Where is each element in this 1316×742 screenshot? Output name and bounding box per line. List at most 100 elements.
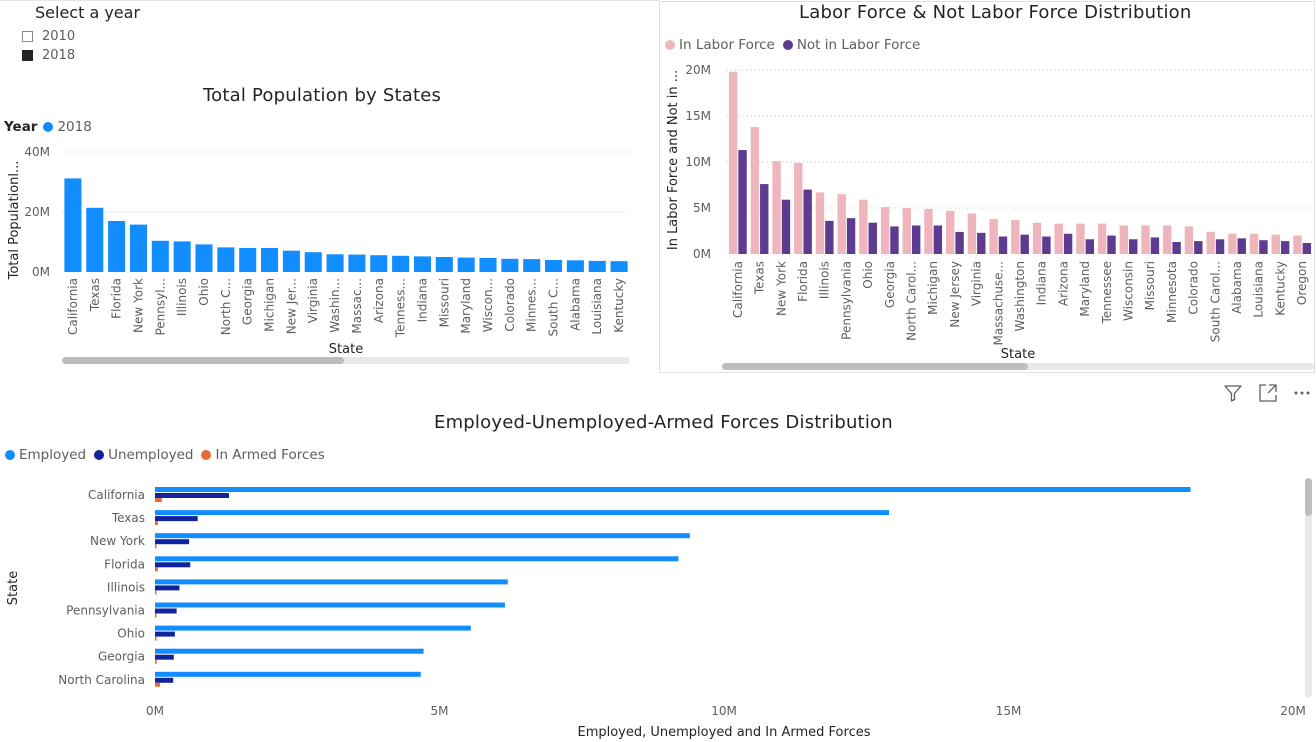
bar[interactable] <box>479 257 497 272</box>
checkbox-2010[interactable] <box>22 31 33 42</box>
bar[interactable] <box>239 248 257 272</box>
bar[interactable] <box>392 255 410 272</box>
bar[interactable] <box>610 261 628 272</box>
bar[interactable] <box>1063 233 1073 254</box>
bar[interactable] <box>155 654 174 660</box>
bar[interactable] <box>1032 222 1042 254</box>
bar[interactable] <box>1107 235 1116 254</box>
filter-icon[interactable] <box>1223 383 1243 403</box>
bar[interactable] <box>890 226 899 254</box>
bar[interactable] <box>129 224 147 272</box>
bar[interactable] <box>967 213 977 254</box>
bar[interactable] <box>998 236 1008 254</box>
bar[interactable] <box>86 207 104 272</box>
bar[interactable] <box>1129 239 1138 254</box>
bar[interactable] <box>155 510 890 516</box>
slicer-option-2010[interactable]: 2010 <box>22 29 75 44</box>
bar[interactable] <box>155 636 157 641</box>
bar[interactable] <box>1184 226 1194 254</box>
bar[interactable] <box>155 613 157 618</box>
bar[interactable] <box>282 250 300 272</box>
bar[interactable] <box>846 218 856 254</box>
bar[interactable] <box>1042 236 1051 254</box>
bar[interactable] <box>728 71 738 254</box>
bar[interactable] <box>1206 231 1215 254</box>
bar[interactable] <box>501 258 519 272</box>
bar[interactable] <box>924 208 933 254</box>
bar[interactable] <box>155 631 175 637</box>
bar[interactable] <box>348 254 366 272</box>
bar[interactable] <box>457 257 475 272</box>
bar[interactable] <box>1228 233 1237 254</box>
bar[interactable] <box>304 252 322 272</box>
bar[interactable] <box>911 225 921 254</box>
bar[interactable] <box>1150 237 1160 254</box>
more-options-icon[interactable] <box>1292 383 1312 403</box>
legend-item[interactable]: Employed <box>5 447 86 463</box>
bar[interactable] <box>155 493 229 498</box>
bar[interactable] <box>989 219 998 254</box>
bar[interactable] <box>155 671 421 677</box>
bar[interactable] <box>435 257 453 272</box>
bar[interactable] <box>1097 223 1107 254</box>
legend-item[interactable]: Unemployed <box>94 447 193 463</box>
bar[interactable] <box>1141 225 1150 254</box>
bar[interactable] <box>1215 239 1225 254</box>
bar[interactable] <box>155 498 162 502</box>
bar[interactable] <box>1054 223 1063 254</box>
bar[interactable] <box>815 192 825 254</box>
bar[interactable] <box>772 161 781 254</box>
bar[interactable] <box>1172 242 1181 254</box>
bar[interactable] <box>1020 234 1029 254</box>
bar[interactable] <box>945 210 955 254</box>
bar[interactable] <box>1237 238 1246 254</box>
bar[interactable] <box>566 260 584 272</box>
scrollbar-thumb[interactable] <box>62 357 344 364</box>
bar[interactable] <box>1011 219 1020 254</box>
bar[interactable] <box>155 487 1191 492</box>
bar[interactable] <box>64 178 82 272</box>
bar[interactable] <box>1194 241 1203 254</box>
bar[interactable] <box>155 602 505 608</box>
legend-item[interactable]: 2018 <box>43 119 92 135</box>
bar[interactable] <box>155 533 690 539</box>
bar[interactable] <box>155 677 174 683</box>
slicer-option-2018[interactable]: 2018 <box>22 48 75 63</box>
bar[interactable] <box>859 199 868 254</box>
bar[interactable] <box>155 585 180 591</box>
bar[interactable] <box>1271 234 1280 254</box>
bar[interactable] <box>155 579 508 585</box>
bar[interactable] <box>195 244 213 272</box>
bar[interactable] <box>151 240 169 272</box>
legend-item[interactable]: In Armed Forces <box>201 447 325 463</box>
bar[interactable] <box>825 220 834 254</box>
bar[interactable] <box>155 516 198 522</box>
bar[interactable] <box>760 184 769 254</box>
bar[interactable] <box>155 648 424 654</box>
bar[interactable] <box>1249 233 1259 254</box>
bar[interactable] <box>955 231 964 254</box>
bar[interactable] <box>1280 241 1290 254</box>
bar[interactable] <box>738 150 747 254</box>
focus-mode-icon[interactable] <box>1258 383 1278 403</box>
bar[interactable] <box>523 259 541 272</box>
bar[interactable] <box>1302 242 1312 254</box>
bar[interactable] <box>155 590 157 595</box>
employment-scrollbar[interactable] <box>1305 478 1312 698</box>
bar[interactable] <box>155 682 161 687</box>
bar[interactable] <box>155 625 471 631</box>
bar[interactable] <box>261 248 279 272</box>
bar[interactable] <box>108 221 126 272</box>
bar[interactable] <box>173 241 191 272</box>
bar[interactable] <box>1076 223 1085 254</box>
bar[interactable] <box>1085 239 1095 254</box>
bar[interactable] <box>155 567 158 572</box>
bar[interactable] <box>1293 235 1302 254</box>
bar[interactable] <box>933 225 943 254</box>
bar[interactable] <box>902 208 911 254</box>
population-scrollbar[interactable] <box>62 357 630 364</box>
labor-scrollbar[interactable] <box>722 363 1314 370</box>
scrollbar-thumb[interactable] <box>722 363 1028 370</box>
bar[interactable] <box>155 562 191 568</box>
bar[interactable] <box>588 260 606 272</box>
